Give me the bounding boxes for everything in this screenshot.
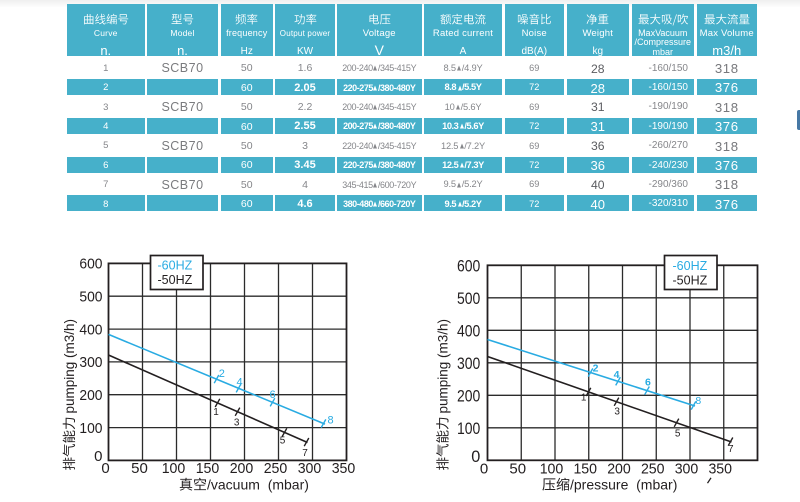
svg-text:3: 3 [614,407,620,418]
svg-text:150: 150 [196,460,220,477]
svg-text:200: 200 [457,387,480,405]
svg-text:8: 8 [327,414,333,426]
svg-text:8: 8 [695,395,701,407]
svg-text:4: 4 [614,369,620,381]
svg-text:3: 3 [234,417,240,428]
svg-text:350: 350 [332,460,356,477]
svg-text:-50HZ: -50HZ [673,273,708,287]
svg-text:-60HZ: -60HZ [158,259,193,273]
svg-text:7: 7 [728,444,734,455]
svg-text:200: 200 [607,461,631,478]
svg-text:0: 0 [94,448,102,465]
svg-text:250: 250 [264,460,288,477]
svg-text:150: 150 [573,461,597,478]
svg-text:250: 250 [641,461,665,478]
svg-text:6: 6 [269,389,275,401]
svg-text:400: 400 [79,321,102,338]
svg-text:200: 200 [79,387,102,404]
svg-text:/vacuum (mbar): /vacuum (mbar) [207,477,309,493]
svg-text:2: 2 [593,363,599,375]
svg-text:4: 4 [236,376,242,388]
svg-text:-50HZ: -50HZ [158,273,193,287]
svg-text:pumping (m3/h): pumping (m3/h) [436,319,451,414]
svg-text:2: 2 [219,368,225,380]
svg-text:5: 5 [280,435,286,446]
svg-text:1: 1 [213,407,219,418]
svg-text:7: 7 [302,448,308,459]
svg-text:50: 50 [131,460,148,477]
svg-text:400: 400 [457,322,480,340]
svg-text:0: 0 [471,448,480,466]
svg-text:/pressure (mbar): /pressure (mbar) [570,477,677,493]
svg-text:500: 500 [457,290,480,308]
svg-text:600: 600 [457,257,480,275]
svg-text:0: 0 [480,461,488,478]
svg-text:100: 100 [540,461,564,478]
svg-text:300: 300 [675,461,699,478]
svg-text:100: 100 [457,420,480,438]
svg-text:300: 300 [79,354,102,371]
svg-text:-60HZ: -60HZ [673,259,708,273]
svg-text:6: 6 [645,376,651,388]
svg-text:0: 0 [101,460,109,477]
svg-text:100: 100 [79,420,102,437]
svg-text:50: 50 [509,461,526,478]
svg-text:300: 300 [457,355,480,373]
svg-text:5: 5 [675,429,681,440]
svg-text:500: 500 [79,289,102,306]
svg-text:300: 300 [298,460,322,477]
svg-text:350: 350 [708,461,732,478]
svg-text:1: 1 [581,392,587,403]
svg-text:600: 600 [79,256,102,273]
svg-text:200: 200 [230,460,254,477]
svg-text:100: 100 [162,460,186,477]
svg-text:pumping (m3/h): pumping (m3/h) [62,319,77,414]
